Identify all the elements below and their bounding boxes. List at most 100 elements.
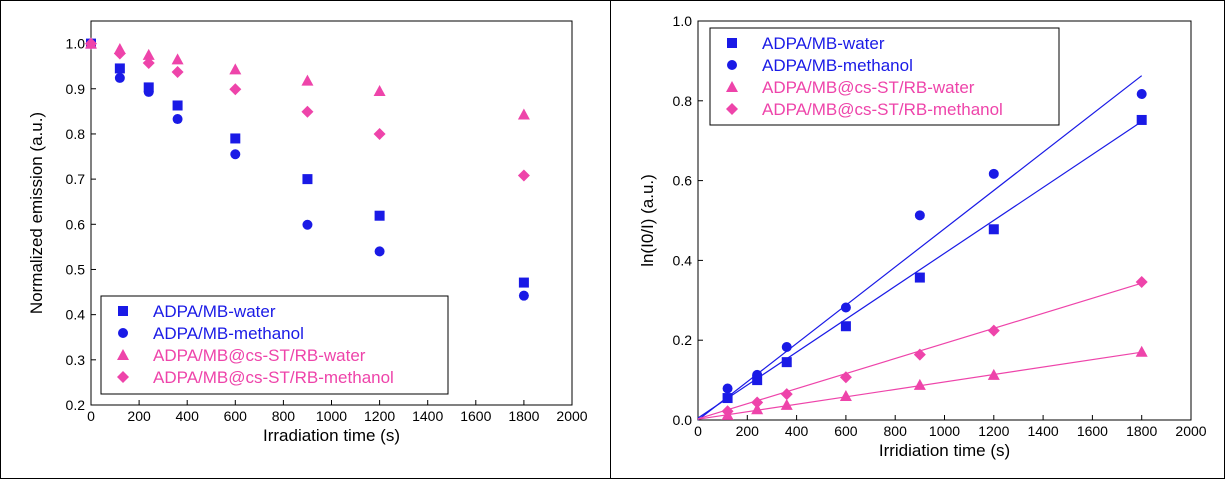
data-point-series-4	[113, 47, 126, 60]
x-tick-label: 1400	[1028, 423, 1059, 439]
y-axis-label: ln(I0/I) (a.u.)	[638, 174, 657, 267]
x-tick-label: 400	[785, 423, 809, 439]
data-point-series-3	[171, 53, 184, 65]
y-tick-label: 0.9	[66, 81, 86, 97]
y-tick-label: 1.0	[66, 36, 86, 52]
data-point-series-2	[988, 168, 999, 179]
data-point-series-1	[781, 357, 792, 368]
data-point-series-2	[1136, 89, 1147, 100]
x-tick-label: 800	[272, 408, 296, 424]
data-point-series-4	[301, 105, 314, 118]
data-point-series-4	[229, 83, 242, 96]
data-point-series-4	[751, 396, 764, 409]
legend-label-4: ADPA/MB@cs-ST/RB-methanol	[153, 368, 394, 387]
x-tick-label: 200	[736, 423, 760, 439]
legend-label-2: ADPA/MB-methanol	[153, 324, 304, 343]
x-axis-label: Irridiation time (s)	[879, 441, 1010, 460]
data-point-series-4	[142, 57, 155, 70]
legend-label-2: ADPA/MB-methanol	[762, 56, 913, 75]
y-tick-label: 0.5	[66, 261, 86, 277]
x-tick-label: 600	[224, 408, 248, 424]
x-axis-label: Irradiation time (s)	[263, 426, 400, 445]
y-tick-label: 0.0	[673, 412, 693, 428]
data-point-series-2	[914, 210, 925, 221]
fit-line-2	[697, 75, 1143, 421]
legend-box	[100, 295, 449, 395]
data-point-series-4	[373, 127, 386, 140]
y-tick-label: 1.0	[673, 13, 693, 29]
legend-box	[709, 27, 1060, 126]
data-point-series-1	[302, 174, 313, 185]
y-tick-label: 0.2	[66, 397, 86, 413]
data-point-series-2	[781, 341, 792, 352]
data-point-series-2	[230, 149, 241, 160]
y-tick-label: 0.3	[66, 352, 86, 368]
data-point-series-2	[374, 246, 385, 257]
x-tick-label: 2000	[1175, 423, 1206, 439]
data-point-series-3	[373, 85, 386, 97]
data-point-series-2	[114, 72, 125, 83]
data-point-series-3	[839, 390, 852, 402]
x-tick-label: 2000	[556, 408, 587, 424]
legend-marker-4	[726, 103, 738, 115]
x-tick-label: 1000	[316, 408, 347, 424]
data-point-series-3	[1135, 345, 1148, 357]
data-point-series-1	[374, 210, 385, 221]
data-point-series-4	[913, 348, 926, 361]
legend-marker-2	[727, 60, 737, 70]
legend-marker-4	[117, 371, 129, 383]
data-point-series-2	[722, 383, 733, 394]
chart-right-ln-ratio: 0 200 400 600 800 1000 1200 1400 1600 1800 2000 0.0…	[638, 13, 1207, 460]
data-point-series-1	[988, 224, 999, 235]
data-point-series-4	[1135, 275, 1148, 288]
data-point-series-2	[143, 86, 154, 97]
data-point-series-2	[752, 369, 763, 380]
legend-label-3: ADPA/MB@cs-ST/RB-water	[762, 78, 975, 97]
data-point-series-4	[839, 371, 852, 384]
x-tick-label: 1600	[460, 408, 491, 424]
y-tick-label: 0.2	[673, 332, 693, 348]
data-point-series-3	[913, 378, 926, 390]
data-point-series-2	[172, 114, 183, 125]
data-point-series-4	[987, 324, 1000, 337]
data-point-series-3	[517, 108, 530, 120]
data-point-series-3	[751, 403, 764, 415]
y-axis-label: Normalized emission (a.u.)	[27, 112, 46, 314]
x-tick-label: 1000	[929, 423, 960, 439]
x-tick-label: 1800	[508, 408, 539, 424]
data-point-series-1	[914, 272, 925, 283]
data-point-series-1	[840, 321, 851, 332]
y-tick-label: 0.8	[66, 126, 86, 142]
x-tick-label: 800	[884, 423, 908, 439]
x-tick-label: 600	[834, 423, 858, 439]
data-point-series-4	[171, 66, 184, 79]
data-point-series-3	[987, 368, 1000, 380]
legend-label-3: ADPA/MB@cs-ST/RB-water	[153, 346, 366, 365]
y-tick-label: 0.4	[66, 307, 86, 323]
legend-marker-2	[118, 328, 128, 338]
x-tick-label: 200	[127, 408, 151, 424]
legend-label-1: ADPA/MB-water	[762, 34, 885, 53]
legend-marker-1	[118, 306, 128, 316]
x-tick-label: 400	[176, 408, 200, 424]
x-tick-label: 0	[87, 408, 95, 424]
x-tick-label: 1400	[412, 408, 443, 424]
legend-label-1: ADPA/MB-water	[153, 302, 276, 321]
legend-marker-3	[117, 349, 129, 360]
data-point-series-2	[840, 302, 851, 313]
data-point-series-1	[172, 100, 183, 111]
y-tick-label: 0.8	[673, 93, 693, 109]
x-tick-label: 1200	[364, 408, 395, 424]
data-point-series-1	[114, 63, 125, 74]
data-point-series-4	[517, 169, 530, 182]
data-point-series-1	[722, 393, 733, 404]
data-point-series-4	[780, 388, 793, 401]
data-point-series-2	[518, 290, 529, 301]
data-point-series-1	[752, 375, 763, 386]
legend-marker-1	[727, 38, 737, 48]
x-tick-label: 1800	[1126, 423, 1157, 439]
data-point-series-3	[301, 74, 314, 86]
data-point-series-1	[1136, 114, 1147, 125]
y-tick-label: 0.7	[66, 171, 86, 187]
legend-label-4: ADPA/MB@cs-ST/RB-methanol	[762, 100, 1003, 119]
